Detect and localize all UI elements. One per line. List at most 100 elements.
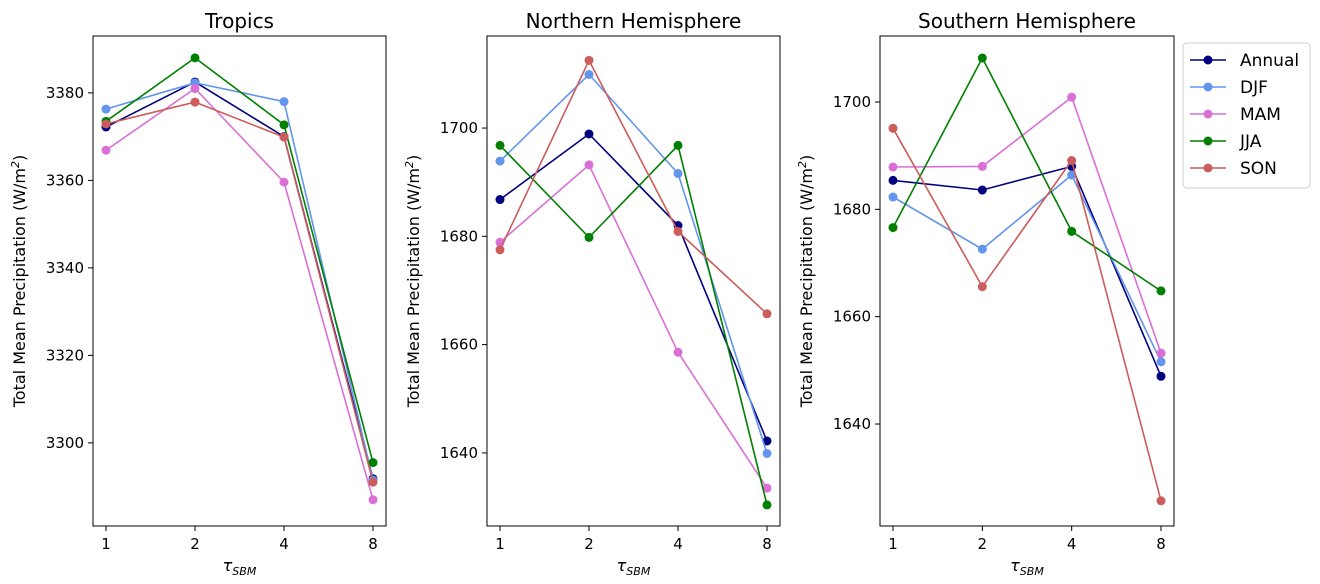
chart-title: Southern Hemisphere [918,9,1136,33]
data-point-djf [101,104,111,114]
y-axis-label-sup: 2 [796,161,809,168]
x-tick-label: 8 [762,535,772,553]
y-axis-label: Total Mean Precipitation (W/m2) [403,155,423,409]
data-point-mam [1156,348,1166,358]
data-point-djf [888,192,898,202]
data-point-annual [584,129,594,139]
legend-label-mam: MAM [1240,105,1281,125]
subplot-2: Northern Hemisphere 1 2 4 8 1640 1660 1680 1700 τ… [403,9,781,578]
y-tick-label: 1680 [440,227,478,245]
subplot-3: Southern Hemisphere 1 2 4 8 1640 1660 1680 1700 τ… [796,9,1175,578]
legend-marker-djf [1203,82,1213,92]
legend-marker-mam [1203,109,1213,119]
data-point-djf [977,244,987,254]
x-axis-label: τSBM [1010,556,1044,578]
x-axis-label-main: τ [223,556,233,575]
y-axis-label-main: Total Mean Precipitation (W/m [404,168,423,408]
data-point-djf [762,448,772,458]
y-axis-label-end: ) [10,155,29,161]
data-point-annual [495,195,505,205]
legend-label-son: SON [1240,159,1277,179]
data-point-jja [584,232,594,242]
data-point-son [279,132,289,142]
series-line-annual [499,132,768,442]
y-axis-label: Total Mean Precipitation (W/m2) [9,155,29,409]
data-point-mam [673,347,683,357]
x-axis-label-sub: SBM [626,565,651,578]
y-tick-label: 1700 [833,93,871,111]
data-point-jja [977,53,987,63]
data-point-son [762,309,772,319]
y-axis-label-end: ) [404,155,423,161]
x-axis-label-sub: SBM [1020,565,1045,578]
y-tick-label: 1660 [440,336,478,354]
x-tick-label: 1 [888,535,898,553]
x-tick-label: 2 [584,535,594,553]
data-point-djf [584,69,594,79]
series-line-djf [499,73,768,454]
x-tick-label: 2 [190,535,200,553]
series-line-djf [105,81,374,481]
legend-label-djf: DJF [1240,78,1268,98]
data-point-djf [495,156,505,166]
x-axis-label: τSBM [617,556,651,578]
data-point-mam [1067,92,1077,102]
data-point-djf [1067,170,1077,180]
y-axis-label-end: ) [797,155,816,161]
legend: Annual DJF MAM JJA SON [1182,42,1311,189]
data-point-mam [190,84,200,93]
data-point-son [888,123,898,133]
y-tick-label: 3380 [46,84,84,102]
legend-marker-son [1203,163,1213,173]
y-tick-label: 3300 [46,434,84,452]
data-point-son [1067,156,1077,166]
data-point-son [368,477,378,487]
y-tick-label: 1640 [440,444,478,462]
y-tick-label: 1640 [833,415,871,433]
y-tick-label: 1680 [833,200,871,218]
y-tick-label: 3320 [46,346,84,364]
data-point-mam [888,162,898,172]
data-point-jja [1067,226,1077,236]
y-axis-label-sup: 2 [403,161,416,168]
x-tick-label: 2 [978,535,988,553]
legend-marker-jja [1203,136,1213,146]
x-tick-label: 4 [279,535,289,553]
x-tick-label: 1 [101,535,111,553]
data-point-son [977,282,987,292]
data-point-jja [762,500,772,510]
legend-label-annual: Annual [1240,51,1299,71]
series-line-son [105,101,374,483]
data-point-jja [279,120,289,130]
y-axis-label-sup: 2 [9,161,22,168]
data-point-mam [977,161,987,171]
data-point-jja [495,140,505,150]
data-point-djf [279,97,289,107]
data-point-jja [673,140,683,150]
legend-label-jja: JJA [1239,132,1262,152]
series-line-djf [892,173,1162,363]
data-point-annual [888,175,898,185]
data-point-jja [368,458,378,468]
y-axis-label-main: Total Mean Precipitation (W/m [797,168,816,408]
x-tick-label: 8 [1156,535,1166,553]
data-point-son [584,55,594,65]
data-point-son [190,97,200,107]
x-axis-label: τSBM [223,556,257,578]
series-line-jja [892,56,1162,292]
data-point-mam [584,160,594,170]
series-line-jja [105,56,374,463]
series-line-son [892,127,1162,502]
subplot-1: Tropics 1 2 4 8 3300 3320 3340 3360 3380 τSBM Total… [9,9,387,578]
series-line-son [499,58,768,315]
y-tick-label: 3340 [46,259,84,277]
data-point-annual [1156,371,1166,381]
data-point-annual [977,185,987,195]
series-line-mam [892,95,1162,354]
data-point-jja [1156,286,1166,296]
data-point-annual [762,436,772,446]
data-point-djf [1156,357,1166,367]
x-tick-label: 8 [368,535,378,553]
series-line-jja [499,143,768,506]
